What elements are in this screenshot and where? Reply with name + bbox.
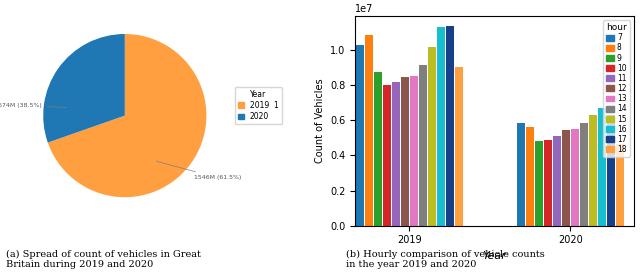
Bar [356, 45, 364, 226]
Legend: 2019  1, 2020: 2019 1, 2020 [235, 86, 282, 124]
Bar [374, 72, 382, 226]
Bar [365, 35, 373, 226]
Bar [419, 65, 427, 226]
Bar [553, 137, 561, 226]
Bar [516, 123, 525, 226]
Bar [544, 140, 552, 226]
Bar [589, 115, 597, 226]
Bar [571, 129, 579, 226]
Text: 674M (38.5%): 674M (38.5%) [0, 103, 67, 109]
Bar [598, 108, 606, 226]
Bar [580, 123, 588, 226]
Y-axis label: Count of Vehicles: Count of Vehicles [314, 79, 324, 163]
Bar [607, 115, 615, 226]
Bar [428, 47, 436, 226]
Bar [446, 26, 454, 226]
Bar [401, 77, 409, 226]
Wedge shape [48, 34, 206, 197]
Bar [455, 67, 463, 226]
Bar [437, 27, 445, 226]
Bar [383, 85, 391, 226]
Text: (b) Hourly comparison of vehicle counts
in the year 2019 and 2020: (b) Hourly comparison of vehicle counts … [346, 250, 545, 269]
Legend: 7, 8, 9, 10, 11, 12, 13, 14, 15, 16, 17, 18: 7, 8, 9, 10, 11, 12, 13, 14, 15, 16, 17,… [603, 20, 630, 157]
Bar [392, 82, 400, 226]
Bar [410, 76, 418, 226]
Bar [535, 141, 543, 226]
Text: (a) Spread of count of vehicles in Great
Britain during 2019 and 2020: (a) Spread of count of vehicles in Great… [6, 250, 201, 269]
Text: 1546M (61.5%): 1546M (61.5%) [156, 161, 241, 180]
Bar [562, 130, 570, 226]
Bar [525, 127, 534, 226]
Wedge shape [44, 34, 125, 143]
X-axis label: Year: Year [483, 251, 506, 261]
Bar [616, 144, 624, 226]
